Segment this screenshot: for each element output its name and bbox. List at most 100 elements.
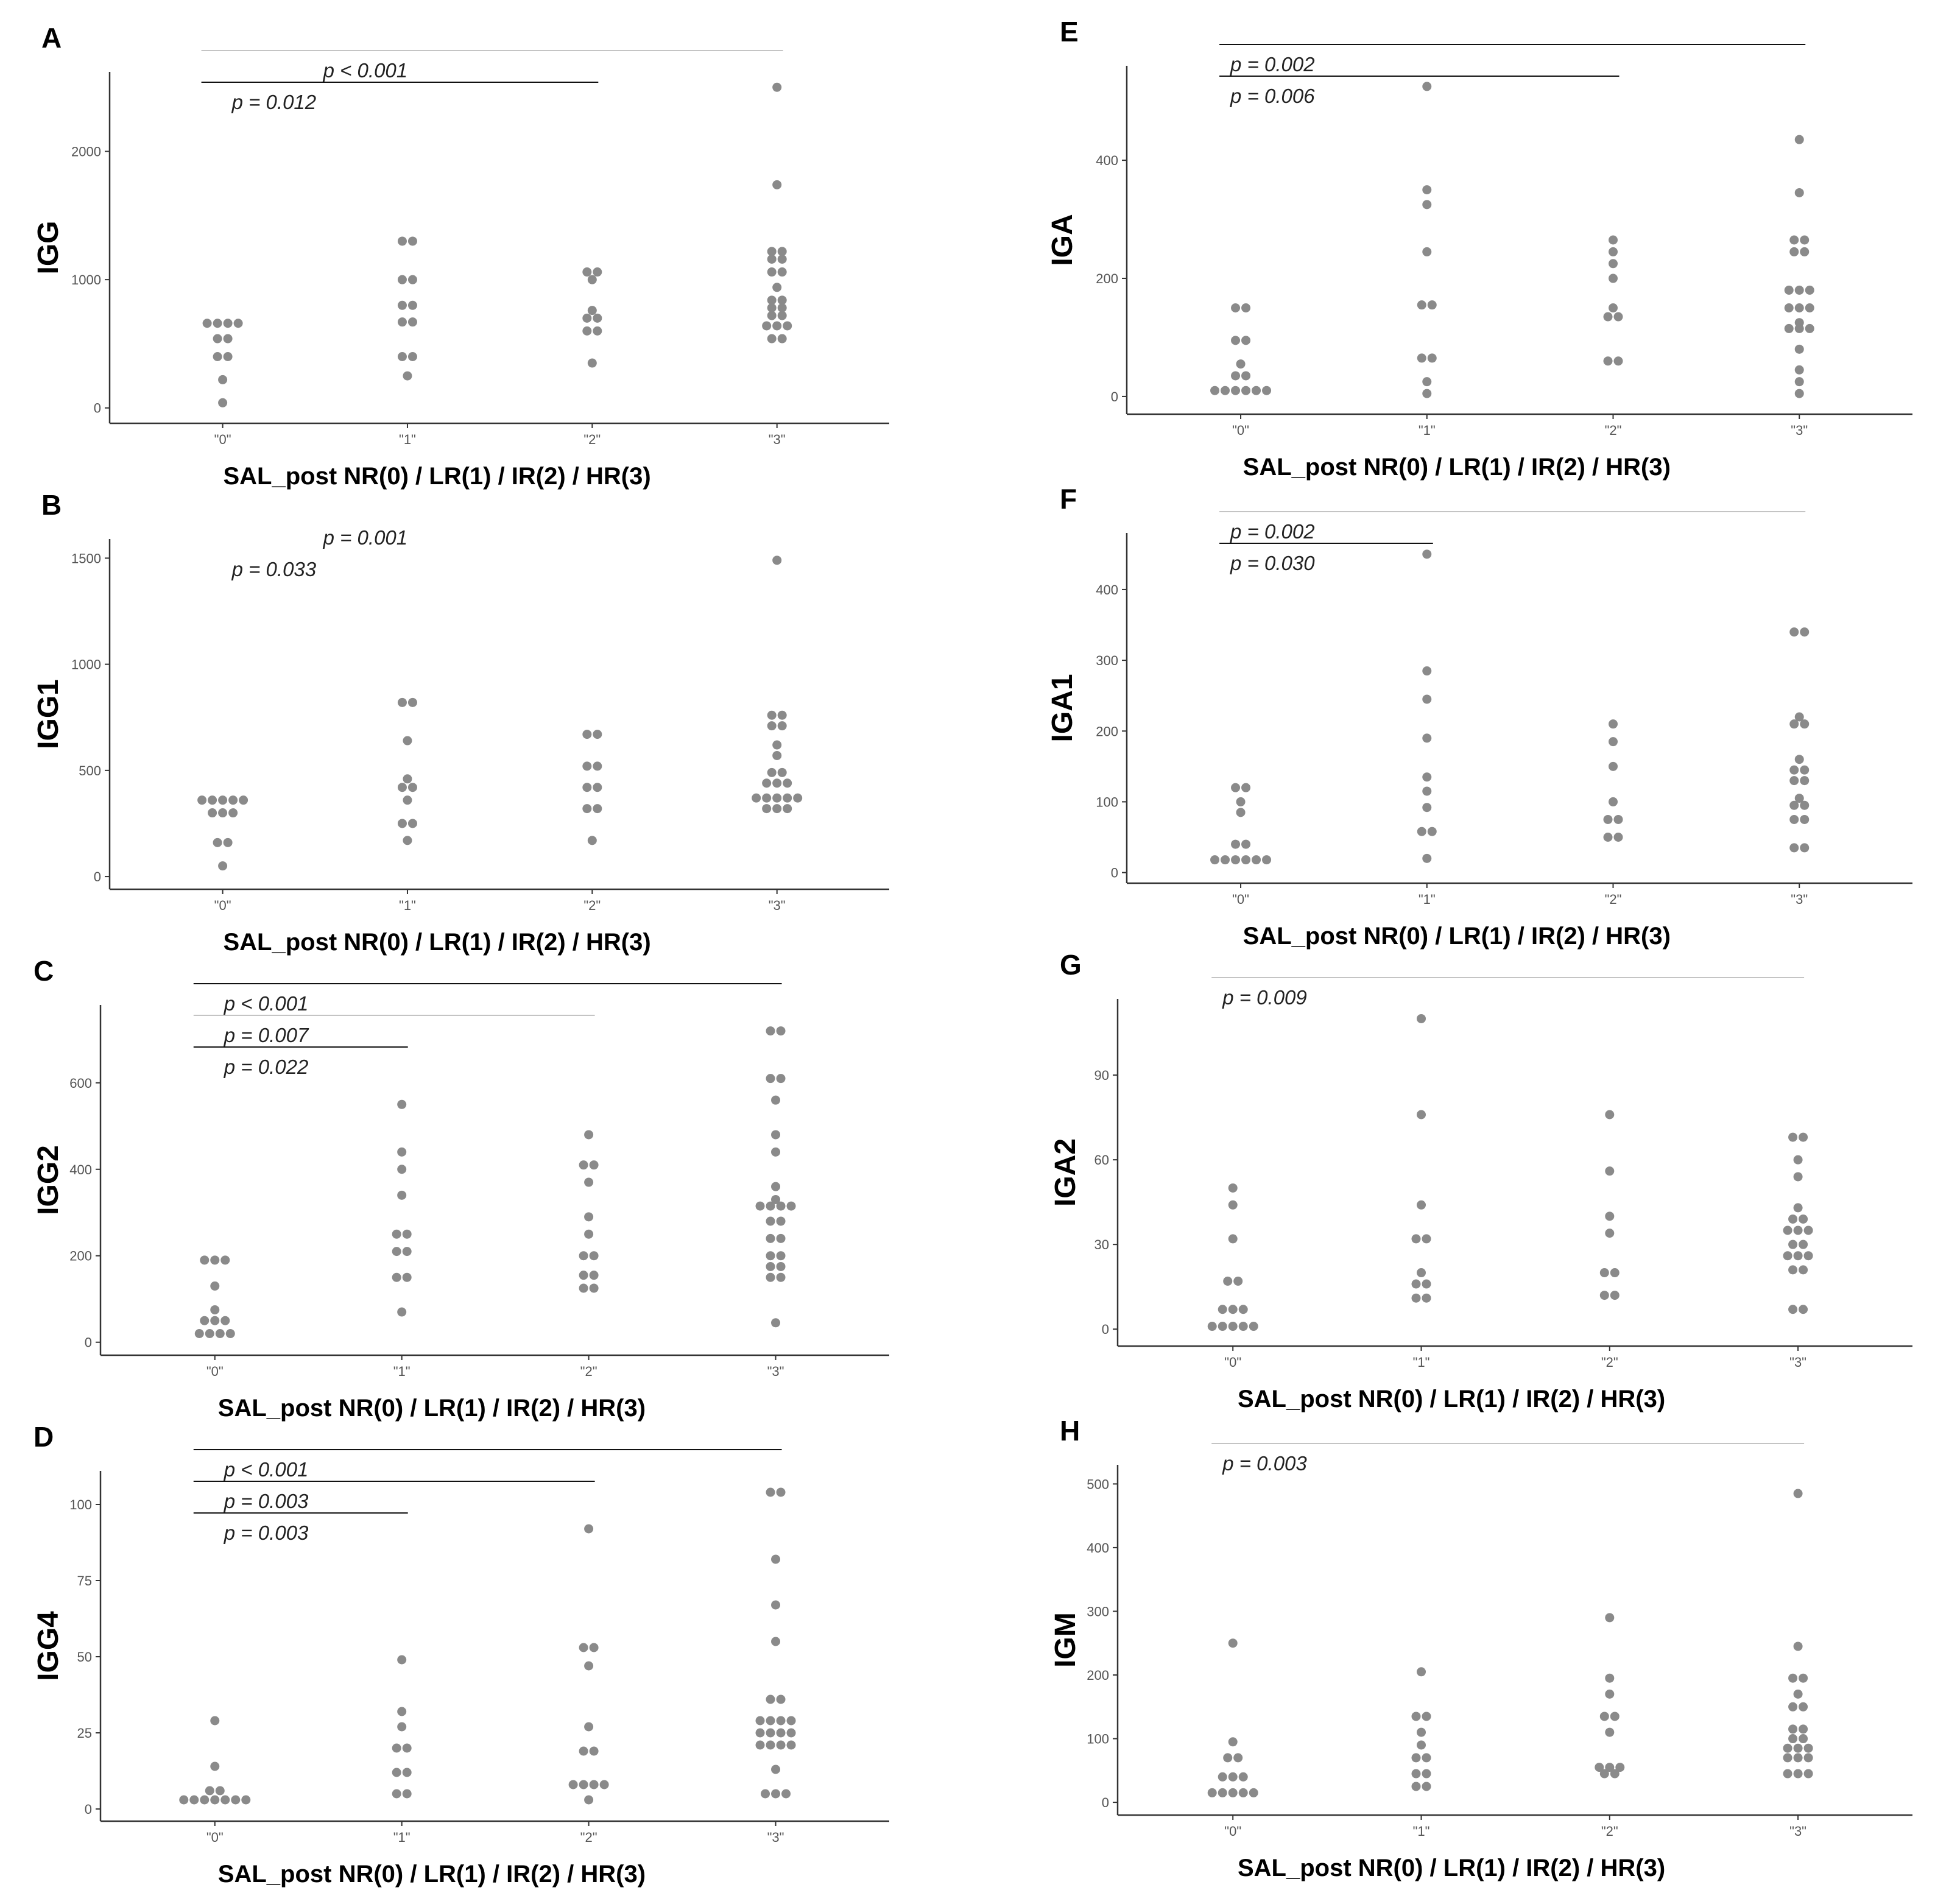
data-point [223, 319, 233, 328]
data-point [397, 1165, 407, 1174]
data-point [225, 1329, 235, 1339]
data-point [1422, 1782, 1431, 1791]
p-value-label: p = 0.033 [231, 558, 317, 580]
data-point [1417, 1014, 1426, 1023]
data-point [403, 836, 412, 845]
data-point [786, 1716, 796, 1726]
data-point [213, 334, 222, 344]
data-point [403, 736, 412, 746]
data-point [403, 774, 412, 784]
data-point [402, 1272, 412, 1282]
data-point [777, 267, 787, 277]
data-point [593, 313, 602, 323]
data-point [1599, 1769, 1609, 1779]
data-point [1793, 1489, 1803, 1498]
data-point [1605, 1727, 1615, 1737]
data-point [1411, 1782, 1421, 1791]
data-point [392, 1247, 401, 1257]
data-point [407, 275, 417, 284]
x-tick-label: "1" [1413, 1824, 1430, 1839]
data-point [766, 1740, 775, 1750]
data-point [771, 1554, 781, 1564]
data-point [589, 1160, 599, 1170]
data-point [593, 804, 602, 814]
data-point [397, 317, 407, 327]
x-tick-label: "3" [1791, 423, 1808, 438]
data-point [1799, 1673, 1808, 1683]
data-point [589, 1251, 599, 1261]
data-point [1800, 719, 1810, 729]
data-point [1210, 855, 1220, 865]
data-point [1599, 1268, 1609, 1278]
data-point [766, 1201, 775, 1211]
data-point [584, 1524, 594, 1534]
x-axis-label: SAL_post NR(0) / LR(1) / IR(2) / HR(3) [218, 1395, 646, 1422]
y-tick-label: 0 [1111, 866, 1118, 881]
data-point [777, 311, 787, 320]
data-point [215, 1329, 225, 1339]
data-point [233, 319, 243, 328]
p-value-label: p = 0.006 [1230, 85, 1315, 107]
x-axis-label: SAL_post NR(0) / LR(1) / IR(2) / HR(3) [223, 929, 650, 956]
data-point [1252, 855, 1261, 865]
data-point [766, 1233, 775, 1243]
data-point [1800, 247, 1810, 256]
data-point [1609, 719, 1618, 729]
x-tick-label: "0" [214, 432, 231, 447]
data-point [1228, 1772, 1238, 1782]
data-point [776, 1261, 786, 1271]
data-point [1610, 1268, 1620, 1278]
data-point [218, 861, 228, 871]
data-point [1613, 356, 1623, 366]
data-point [1784, 285, 1794, 295]
data-point [783, 778, 792, 788]
data-point [1422, 1753, 1431, 1763]
data-point [208, 795, 217, 805]
data-point [587, 306, 597, 316]
data-point [582, 313, 592, 323]
p-value-label: p = 0.012 [231, 91, 317, 113]
data-point [402, 1789, 412, 1799]
data-point [1783, 1251, 1792, 1261]
data-point [766, 1272, 775, 1282]
data-point [1610, 1712, 1620, 1721]
y-tick-label: 400 [1096, 153, 1118, 168]
data-point [407, 697, 417, 707]
data-point [1228, 1737, 1238, 1747]
data-point [397, 1707, 407, 1716]
data-point [1236, 808, 1246, 817]
data-point [1784, 323, 1794, 333]
data-point [1422, 853, 1432, 863]
data-point [776, 1694, 786, 1704]
data-point [218, 375, 228, 384]
data-point [1783, 1769, 1792, 1779]
data-point [1609, 761, 1618, 771]
data-point [1613, 832, 1623, 842]
data-point [1609, 273, 1618, 283]
y-axis-label: IGA2 [1049, 1138, 1082, 1207]
data-point [1411, 1279, 1421, 1289]
data-point [1788, 1673, 1798, 1683]
data-point [767, 710, 777, 720]
data-point [1783, 1753, 1792, 1763]
data-point [755, 1728, 765, 1738]
data-point [766, 1728, 775, 1738]
data-point [1236, 359, 1246, 369]
y-tick-label: 0 [1111, 389, 1118, 404]
data-point [1241, 336, 1251, 345]
x-tick-label: "1" [399, 432, 416, 447]
data-point [1800, 814, 1810, 824]
data-point [1803, 1753, 1813, 1763]
data-point [766, 1216, 775, 1226]
data-point [1207, 1788, 1217, 1797]
y-tick-label: 1000 [71, 657, 101, 672]
data-point [402, 1247, 412, 1257]
data-point [1231, 839, 1241, 849]
data-point [210, 1281, 220, 1291]
panel-E: E 0 200 400 "0" "1" "2" "3" SAL_post NR(0) / LR(… [1046, 16, 1912, 481]
data-point [213, 837, 222, 847]
data-point [1241, 371, 1251, 381]
data-point [1422, 200, 1432, 210]
data-point [1228, 1200, 1238, 1210]
data-point [1800, 800, 1810, 810]
